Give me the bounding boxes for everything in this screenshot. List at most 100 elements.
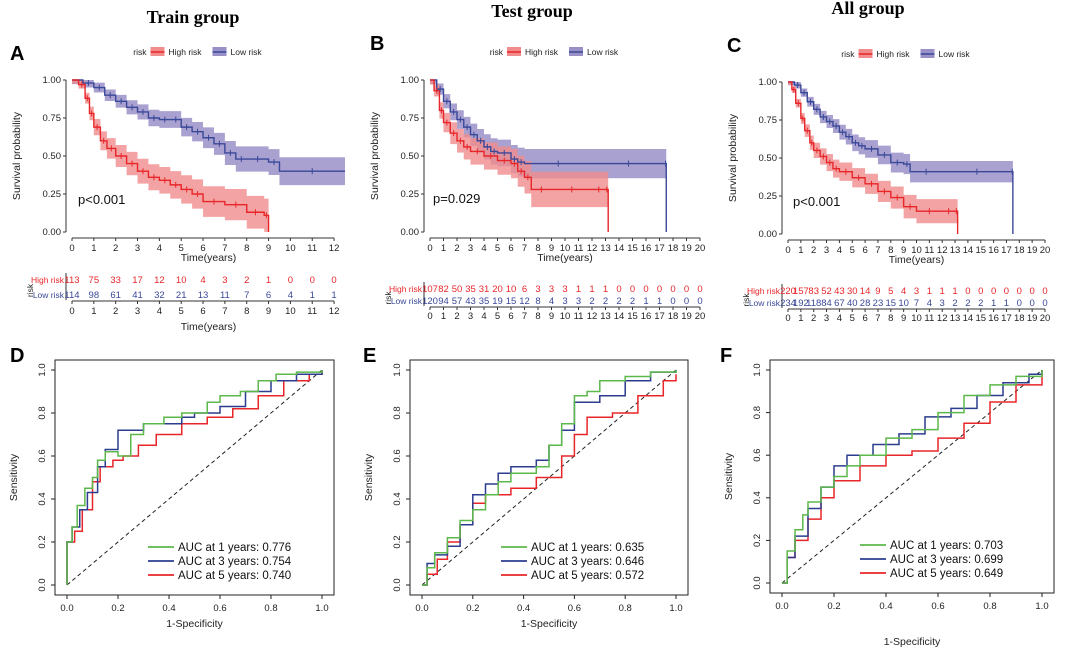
- risk-count-low: 4: [288, 290, 293, 301]
- risk-count-low: 28: [860, 298, 871, 309]
- x-tick-label: 12: [329, 243, 340, 254]
- risk-x-tick-label: 0: [427, 311, 432, 322]
- y-tick-label: 0.0: [752, 576, 763, 589]
- reference-diagonal: [781, 369, 1043, 584]
- risk-count-high: 0: [331, 275, 336, 286]
- x-tick-label: 0.8: [264, 603, 277, 614]
- risk-x-tick-label: 20: [695, 311, 706, 322]
- x-tick-label: 2: [454, 243, 459, 254]
- y-tick-label: 0.4: [37, 492, 48, 505]
- risk-count-low: 7: [914, 298, 919, 309]
- y-axis-title: Survival probability: [369, 111, 381, 200]
- y-tick-label: 0.0: [37, 578, 48, 591]
- risk-count-low: 40: [847, 298, 858, 309]
- x-tick-label: 3: [824, 245, 829, 256]
- x-tick-label: 15: [627, 243, 638, 254]
- risk-count-high: 0: [310, 275, 315, 286]
- y-tick-label: 0.8: [392, 406, 403, 419]
- x-tick-label: 8: [535, 243, 540, 254]
- y-tick-label: 1.0: [37, 363, 48, 376]
- x-tick-label: 0.6: [931, 601, 944, 612]
- x-tick-label: 18: [1014, 245, 1025, 256]
- group-title-test: Test group: [491, 1, 573, 21]
- risk-count-low: 15: [886, 298, 897, 309]
- risk-count-low: 61: [110, 290, 121, 301]
- risk-count-high: 3: [222, 275, 227, 286]
- y-tick-label: 1.00: [759, 77, 778, 88]
- x-tick-label: 1.0: [315, 603, 328, 614]
- plot-frame: [769, 359, 1055, 594]
- risk-count-low: 6: [266, 290, 271, 301]
- risk-x-tick-label: 19: [681, 311, 692, 322]
- risk-count-low: 2: [978, 298, 983, 309]
- risk-count-high: 0: [684, 284, 689, 295]
- y-tick-label: 0.6: [37, 449, 48, 462]
- roc-panel-test: E 0.0 0.0 0.2 0.2 0.4 0.4 0.6 0.6 0.8 0.8 1.0 1.0 1-S…: [363, 345, 689, 630]
- risk-x-tick-label: 12: [937, 313, 948, 324]
- x-tick-label: 0.2: [466, 603, 479, 614]
- x-tick-label: 6: [862, 245, 867, 256]
- legend-label-high: High risk: [877, 49, 911, 59]
- risk-count-high: 107: [422, 284, 438, 295]
- panel-letter: E: [363, 345, 376, 367]
- risk-x-tick-label: 3: [135, 306, 140, 317]
- x-axis-title: 1-Specificity: [166, 618, 223, 630]
- risk-x-tick-label: 5: [179, 306, 184, 317]
- x-tick-label: 4: [837, 245, 842, 256]
- risk-table-title: risk: [383, 291, 393, 305]
- x-tick-label: 11: [574, 243, 584, 254]
- risk-count-low: 1: [643, 296, 648, 307]
- x-tick-label: 1: [441, 243, 446, 254]
- risk-count-low: 23: [873, 298, 884, 309]
- risk-count-low: 118: [806, 298, 821, 309]
- risk-count-high: 5: [888, 286, 893, 297]
- risk-x-tick-label: 18: [1014, 313, 1025, 324]
- x-tick-label: 0.4: [517, 603, 530, 614]
- risk-table-high-label: High risk: [31, 275, 65, 285]
- roc-curve-auc1: [422, 370, 677, 586]
- risk-count-high: 1: [952, 286, 957, 297]
- x-tick-label: 0.2: [827, 601, 840, 612]
- risk-count-low: 41: [132, 290, 143, 301]
- risk-count-high: 0: [643, 284, 648, 295]
- risk-count-high: 12: [154, 275, 165, 286]
- roc-curve-auc5: [782, 370, 1043, 584]
- risk-count-high: 0: [697, 284, 702, 295]
- x-tick-label: 8: [888, 245, 893, 256]
- risk-x-tick-label: 14: [963, 313, 974, 324]
- x-tick-label: 20: [695, 243, 706, 254]
- risk-count-high: 0: [657, 284, 662, 295]
- risk-count-low: 114: [64, 290, 79, 301]
- x-tick-label: 17: [1001, 245, 1012, 256]
- risk-table-x-title: Time(years): [181, 321, 237, 333]
- roc-panel-train: D 0.0 0.0 0.2 0.2 0.4 0.4 0.6 0.6 0.8 0.8 1.0 1.0 1-S…: [8, 345, 335, 630]
- x-tick-label: 0: [785, 245, 790, 256]
- y-axis-title: Sensitivity: [8, 453, 20, 501]
- legend-label-auc3: AUC at 3 years: 0.699: [890, 554, 1003, 566]
- risk-count-high: 3: [535, 284, 540, 295]
- risk-count-high: 0: [1004, 286, 1009, 297]
- x-tick-label: 0.0: [775, 601, 788, 612]
- y-tick-label: 0.6: [392, 449, 403, 462]
- y-tick-label: 0.75: [759, 115, 778, 126]
- y-tick-label: 1.00: [401, 75, 420, 86]
- risk-count-high: 0: [670, 284, 675, 295]
- x-axis-title: 1-Specificity: [884, 636, 941, 648]
- risk-count-high: 75: [89, 275, 100, 286]
- risk-count-low: 2: [965, 298, 970, 309]
- high-risk-curve: [788, 81, 959, 234]
- risk-count-high: 30: [847, 286, 858, 297]
- x-tick-label: 18: [668, 243, 679, 254]
- panel-letter: D: [10, 345, 24, 367]
- risk-count-high: 1: [940, 286, 945, 297]
- x-tick-label: 9: [266, 243, 271, 254]
- risk-table-low-label: Low risk: [33, 290, 65, 300]
- risk-count-high: 157: [793, 286, 809, 297]
- legend-title: risk: [841, 49, 855, 59]
- x-tick-label: 6: [200, 243, 205, 254]
- risk-count-high: 9: [875, 286, 880, 297]
- risk-count-low: 10: [898, 298, 909, 309]
- y-tick-label: 0.50: [759, 153, 778, 164]
